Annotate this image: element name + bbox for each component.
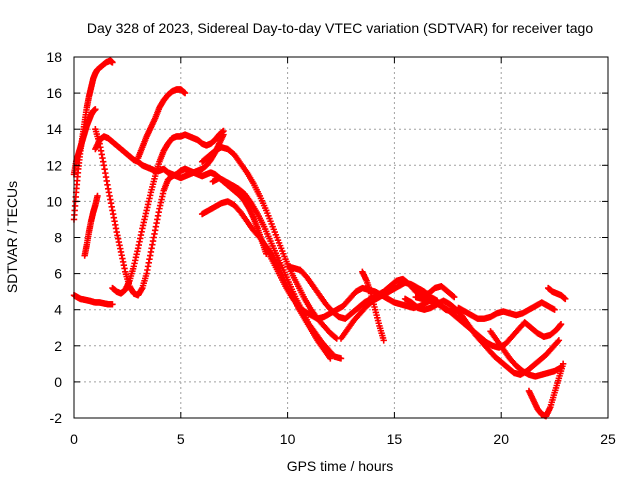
data-point <box>557 320 565 328</box>
y-tick-label: 10 <box>46 193 62 209</box>
x-tick-label: 5 <box>177 431 185 447</box>
data-point <box>551 306 558 313</box>
y-tick-label: 14 <box>46 121 62 137</box>
x-tick-label: 10 <box>280 431 296 447</box>
series-arc-11 <box>198 144 340 342</box>
series-arc-9 <box>198 198 334 362</box>
series-arc-19 <box>487 328 565 380</box>
data-point <box>327 355 334 362</box>
series-arc-7 <box>109 127 227 297</box>
y-tick-label: 4 <box>54 302 62 318</box>
series-arc-1 <box>70 292 116 308</box>
x-tick-label: 0 <box>70 431 78 447</box>
data-point <box>562 295 569 303</box>
data-points <box>70 57 569 420</box>
data-point <box>332 334 339 341</box>
x-tick-label: 20 <box>493 431 509 447</box>
y-tick-label: -2 <box>50 410 63 426</box>
y-tick-label: 2 <box>54 338 62 354</box>
data-point <box>337 355 345 362</box>
data-point <box>449 292 457 300</box>
data-point <box>220 127 227 135</box>
series-arc-4 <box>81 192 101 259</box>
data-point <box>559 360 567 368</box>
data-point <box>554 338 562 345</box>
series-arc-20 <box>525 360 567 420</box>
data-point <box>451 293 458 301</box>
y-tick-label: 8 <box>54 230 62 246</box>
data-point <box>92 106 99 113</box>
data-point <box>555 337 563 344</box>
y-tick-label: 18 <box>46 49 62 65</box>
x-tick-label: 15 <box>387 431 403 447</box>
series-arc-21 <box>544 284 569 303</box>
chart-title: Day 328 of 2023, Sidereal Day-to-day VTE… <box>87 20 594 36</box>
x-tick-label: 25 <box>600 431 616 447</box>
y-tick-label: 0 <box>54 374 62 390</box>
y-axis-label: SDTVAR / TECUs <box>4 181 20 293</box>
data-point <box>109 59 116 66</box>
data-point <box>94 192 101 200</box>
y-tick-label: 16 <box>46 85 62 101</box>
y-tick-label: 12 <box>46 157 62 173</box>
data-point <box>380 337 387 344</box>
data-point <box>109 301 116 308</box>
series-arc-15 <box>359 268 387 344</box>
axis-ticks: 0 5 10 15 20 25 -2 0 2 4 6 8 10 12 14 16 18 <box>46 49 616 447</box>
series-arc-10 <box>209 174 345 362</box>
series-arc-8 <box>134 86 189 162</box>
data-point <box>181 89 189 97</box>
x-axis-label: GPS time / hours <box>287 458 394 474</box>
y-tick-label: 6 <box>54 266 62 282</box>
series-arc-18 <box>455 299 558 322</box>
series-arc-3 <box>70 106 99 178</box>
